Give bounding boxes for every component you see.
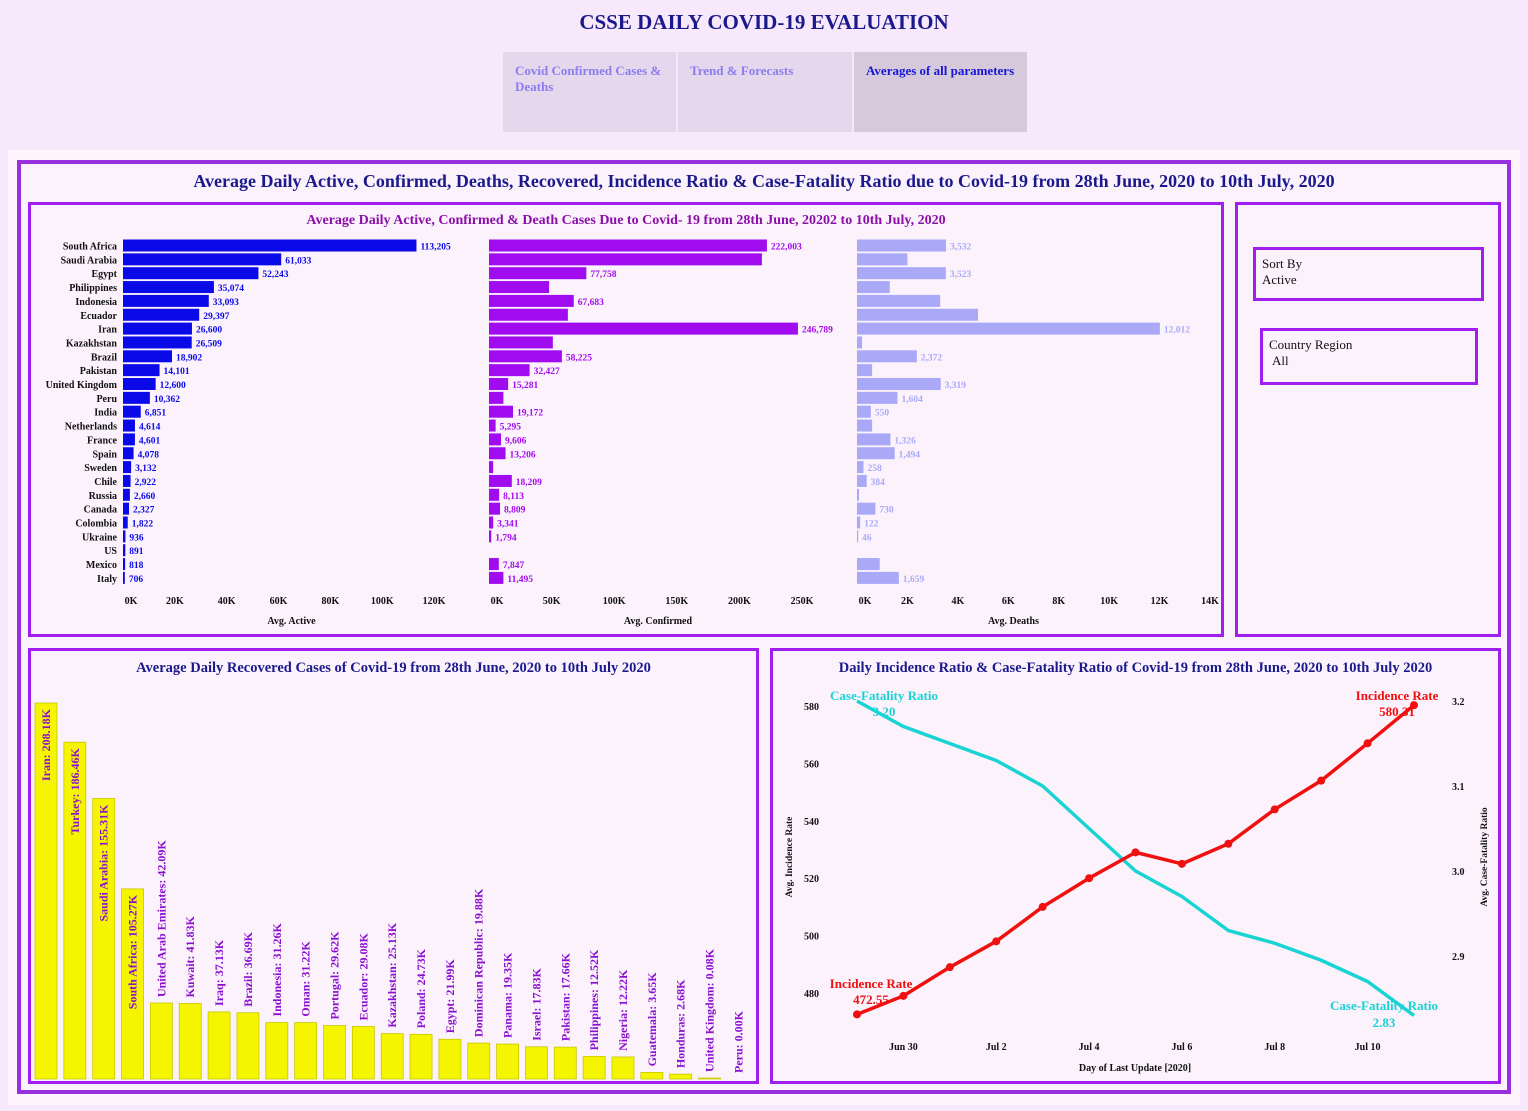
country-region-value: All [1272, 353, 1289, 368]
sort-by-dropdown[interactable]: Sort By Active [1253, 247, 1484, 301]
country-region-label: Country Region [1269, 337, 1353, 352]
average-cases-chart-frame: Average Daily Active, Confirmed & Death … [28, 202, 1224, 637]
recovered-chart-frame: Average Daily Recovered Cases of Covid-1… [28, 648, 759, 1084]
country-region-dropdown[interactable]: Country Region All [1260, 328, 1478, 385]
tab-confirmed-deaths[interactable]: Covid Confirmed Cases & Deaths [503, 52, 676, 132]
tab-trend-forecasts[interactable]: Trend & Forecasts [678, 52, 852, 132]
tab-averages[interactable]: Averages of all parameters [854, 52, 1027, 132]
ratio-chart-title: Daily Incidence Ratio & Case-Fatality Ra… [838, 660, 1433, 676]
page-title: CSSE DAILY COVID-19 EVALUATION [579, 10, 949, 34]
sort-by-value: Active [1262, 272, 1297, 287]
sort-by-label: Sort By [1262, 256, 1303, 271]
average-cases-chart-title: Average Daily Active, Confirmed & Death … [306, 213, 946, 228]
ratio-chart-frame: Daily Incidence Ratio & Case-Fatality Ra… [770, 648, 1501, 1084]
dashboard-title: Average Daily Active, Confirmed, Deaths,… [193, 171, 1335, 191]
recovered-chart-title: Average Daily Recovered Cases of Covid-1… [136, 660, 651, 676]
